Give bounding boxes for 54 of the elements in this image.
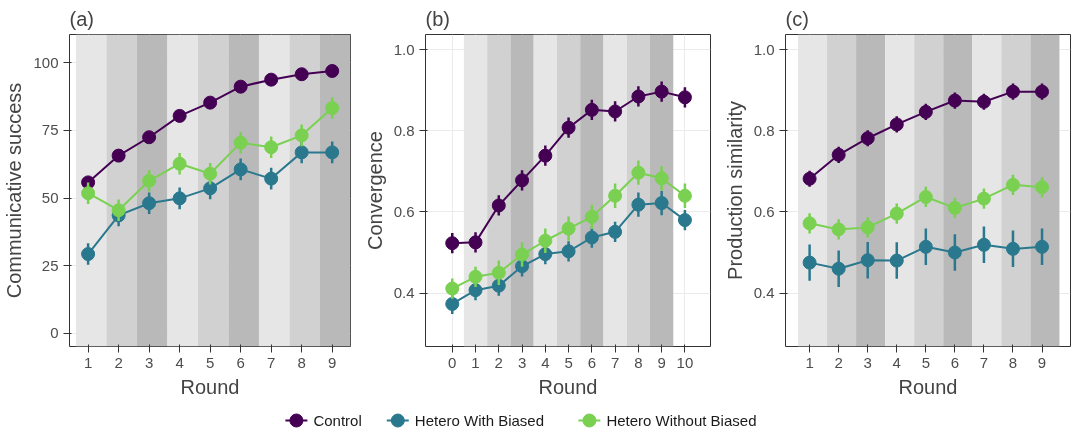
chart-title: (c) [785,7,809,30]
x-tick-label: 8 [297,353,306,371]
x-axis-title: Round [538,375,598,398]
legend-label: Hetero With Biased [414,412,545,429]
x-tick-label: 6 [587,353,597,371]
y-axis-title: Production similarity [723,101,746,280]
y-tick-label: 0.4 [393,284,415,302]
x-tick-label: 7 [610,353,620,371]
x-tick-label: 9 [1037,353,1047,371]
y-tick-label: 0.6 [753,202,775,220]
x-tick-label: 7 [267,353,276,371]
x-tick-label: 1 [83,353,93,371]
y-tick-label: 100 [33,53,59,71]
x-tick-label: 9 [328,353,337,371]
x-tick-label: 0 [448,353,457,371]
y-tick-label: 1.0 [393,40,415,58]
y-tick-label: 50 [41,189,59,207]
y-tick-label: 0 [50,324,59,342]
x-tick-label: 8 [634,353,643,371]
x-tick-label: 3 [144,353,154,371]
x-axis-title: Round [180,375,240,398]
x-tick-label: 5 [921,353,930,371]
legend-label: Control [313,412,362,429]
y-tick-label: 1.0 [753,40,775,58]
y-tick-label: 0.6 [393,202,415,220]
x-tick-label: 7 [979,353,989,371]
x-tick-label: 5 [205,353,215,371]
x-tick-label: 9 [657,353,666,371]
x-tick-label: 4 [541,353,550,371]
chart-title: (b) [425,7,450,30]
x-tick-label: 6 [950,353,960,371]
y-tick-label: 0.8 [753,121,775,139]
x-tick-label: 1 [471,353,480,371]
y-tick-label: 0.4 [753,284,775,302]
x-tick-label: 5 [564,353,573,371]
x-tick-label: 2 [834,353,843,371]
x-tick-label: 4 [175,353,184,371]
x-tick-label: 1 [805,353,814,371]
x-tick-label: 2 [114,353,123,371]
x-tick-label: 10 [676,353,694,371]
x-tick-label: 8 [1008,353,1018,371]
x-tick-label: 3 [517,353,527,371]
x-tick-label: 2 [494,353,503,371]
y-tick-label: 75 [41,121,59,139]
legend-label: Hetero Without Biased [606,412,757,429]
y-axis-title: Convergence [363,131,386,250]
chart-title: (a) [69,7,94,30]
y-tick-label: 25 [41,256,59,274]
x-tick-label: 6 [236,353,245,371]
x-axis-title: Round [898,375,958,398]
y-axis-title: Communicative success [3,82,26,299]
x-tick-label: 3 [863,353,872,371]
x-tick-label: 4 [892,353,901,371]
y-tick-label: 0.8 [393,121,415,139]
